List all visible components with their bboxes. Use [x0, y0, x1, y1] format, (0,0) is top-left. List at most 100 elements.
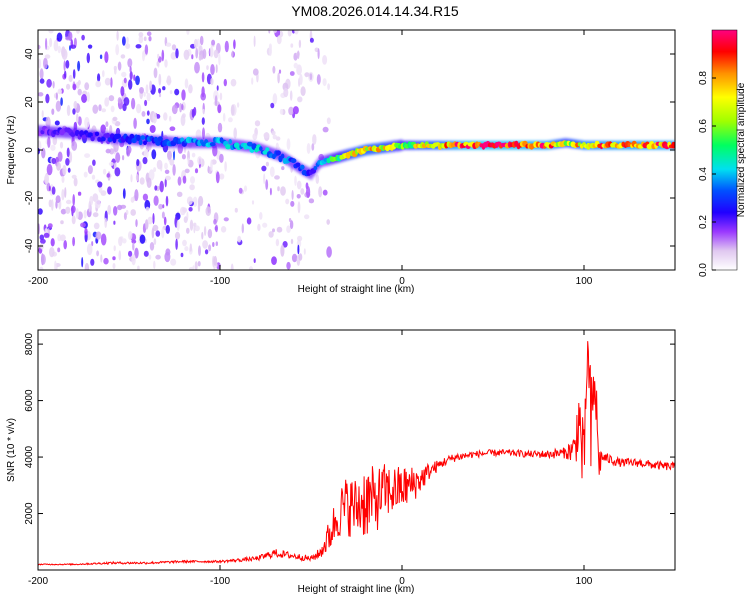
spectrogram-noise-cell — [73, 177, 78, 187]
spectrogram-noise-cell — [193, 224, 196, 234]
spectrogram-noise-cell — [137, 265, 140, 270]
spectrogram-noise-cell — [104, 77, 111, 86]
spectrogram-noise-cell — [195, 47, 199, 59]
spectrogram-ridge-cell — [143, 140, 147, 145]
spectrogram-noise-cell — [189, 243, 192, 252]
spectrogram-noise-cell — [191, 152, 196, 158]
spectrogram-noise-cell — [155, 230, 161, 237]
spectrogram-noise-cell — [55, 92, 58, 101]
spectrogram-noise-cell — [135, 75, 140, 86]
spectrogram-noise-cell — [280, 186, 286, 196]
spectrogram-noise-cell — [76, 30, 80, 34]
spectrogram-noise-cell — [39, 78, 45, 84]
spectrogram-noise-cell — [125, 43, 131, 49]
spectrogram-noise-cell — [292, 106, 299, 115]
snr-y-tick-label: 2000 — [24, 502, 35, 525]
spectrogram-noise-cell — [231, 50, 234, 58]
spectrogram-noise-cell — [230, 104, 235, 116]
spectrogram-noise-cell — [300, 188, 305, 195]
spectrogram-y-tick-label: 20 — [24, 96, 35, 108]
spectrogram-noise-cell — [289, 90, 293, 101]
spectrogram-noise-cell — [236, 102, 240, 108]
spectrogram-noise-cell — [146, 92, 151, 102]
spectrogram-noise-cell — [195, 129, 202, 140]
spectrogram-noise-cell — [224, 40, 229, 53]
spectrogram-x-ticks: -200 -100 0 100 — [28, 30, 593, 287]
spectrogram-noise-cell — [269, 166, 275, 178]
spectrogram-noise-cell — [289, 71, 295, 76]
spectrogram-noise-cell — [218, 53, 221, 66]
spectrogram-noise-cell — [38, 92, 44, 97]
spectrogram-noise-cell — [202, 240, 209, 249]
spectrogram-noise-cell — [151, 227, 155, 239]
spectrogram-noise-cell — [46, 78, 52, 88]
spectrogram-noise — [38, 30, 332, 270]
spectrogram-noise-cell — [135, 219, 138, 228]
spectrogram-noise-cell — [213, 218, 217, 225]
spectrogram-noise-cell — [61, 189, 65, 201]
spectrogram-noise-cell — [262, 222, 268, 228]
spectrogram-ridge-cell — [295, 162, 301, 168]
spectrogram-noise-cell — [45, 93, 50, 104]
spectrogram-noise-cell — [101, 108, 107, 113]
spectrogram-noise-cell — [202, 127, 205, 140]
spectrogram-noise-cell — [158, 73, 162, 86]
spectrogram-noise-cell — [317, 48, 320, 60]
spectrogram-noise-cell — [64, 187, 67, 198]
snr-y-label: SNR (10 * v/v) — [6, 418, 17, 482]
spectrogram-noise-cell — [184, 168, 190, 174]
spectrogram-noise-cell — [326, 246, 332, 258]
spectrogram-noise-cell — [191, 54, 194, 60]
spectrogram-noise-cell — [153, 167, 157, 173]
spectrogram-noise-cell — [135, 174, 139, 182]
spectrogram-noise-cell — [138, 35, 144, 44]
snr-x-label: Height of straight line (km) — [298, 584, 415, 595]
spectrogram-noise-cell — [187, 157, 190, 165]
spectrogram-noise-cell — [86, 52, 91, 64]
spectrogram-noise-cell — [84, 153, 91, 159]
spectrogram-noise-cell — [43, 232, 50, 238]
spectrogram-noise-cell — [113, 220, 116, 225]
spectrogram-noise-cell — [183, 49, 190, 60]
spectrogram-noise-cell — [116, 30, 119, 41]
spectrogram-noise-cell — [169, 146, 175, 153]
spectrogram-noise-cell — [294, 30, 299, 35]
snr-x-tick-label: -100 — [210, 576, 230, 587]
spectrogram-noise-cell — [75, 208, 79, 220]
spectrogram-noise-cell — [271, 256, 277, 265]
snr-y-tick-label: 4000 — [24, 445, 35, 468]
spectrogram-noise-cell — [326, 117, 331, 125]
spectrogram-noise-cell — [297, 96, 303, 103]
spectrogram-noise-cell — [193, 106, 197, 116]
spectrogram-noise-cell — [41, 110, 44, 118]
spectrogram-noise-cell — [180, 252, 184, 258]
spectrogram-noise-cell — [57, 151, 63, 162]
spectrogram-noise-cell — [122, 188, 126, 199]
spectrogram-noise-cell — [52, 81, 55, 89]
spectrogram-noise-cell — [165, 175, 171, 181]
spectrogram-noise-cell — [54, 120, 60, 126]
spectrogram-noise-cell — [61, 175, 65, 183]
spectrogram-noise-cell — [214, 95, 218, 107]
spectrogram-ridge-cell — [225, 144, 231, 150]
spectrogram-noise-cell — [118, 250, 122, 261]
spectrogram-noise-cell — [129, 71, 133, 80]
spectrogram-noise-cell — [212, 242, 215, 247]
colorbar: 0.0 0.2 0.4 0.6 0.8 Normalized spectral ampl… — [698, 29, 747, 277]
spectrogram-noise-cell — [46, 163, 53, 176]
spectrogram-noise-cell — [156, 159, 163, 170]
spectrogram-ridge-cell — [259, 146, 263, 151]
spectrogram-noise-cell — [50, 238, 55, 247]
spectrogram-noise-cell — [48, 30, 54, 34]
spectrogram-ridge — [38, 124, 675, 180]
spectrogram-noise-cell — [135, 44, 142, 49]
spectrogram-ridge-cell — [209, 142, 216, 147]
spectrogram-noise-cell — [56, 161, 61, 171]
spectrogram-noise-cell — [276, 35, 282, 45]
spectrogram-noise-cell — [205, 206, 212, 217]
spectrogram-noise-cell — [167, 150, 172, 160]
spectrogram-noise-cell — [269, 187, 272, 196]
spectrogram-noise-cell — [95, 231, 102, 240]
spectrogram-noise-cell — [194, 261, 198, 270]
